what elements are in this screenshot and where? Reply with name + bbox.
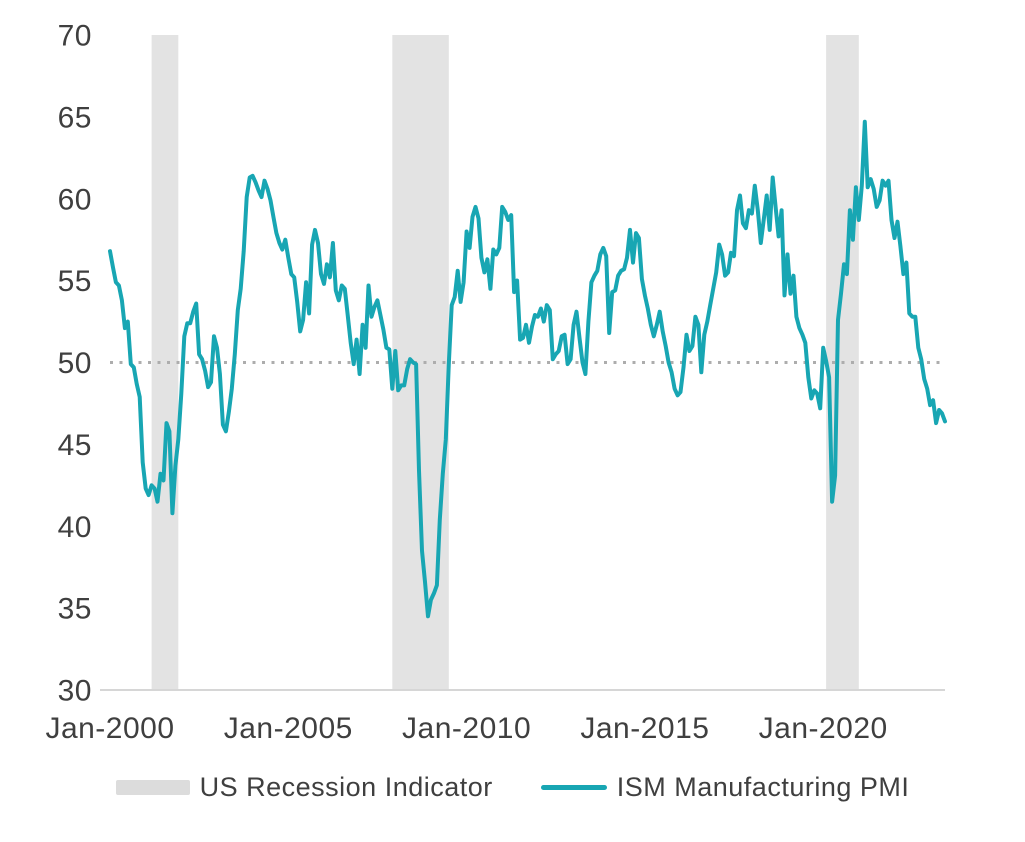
y-axis-tick-label: 50 bbox=[58, 347, 92, 380]
recession-band bbox=[151, 35, 179, 690]
y-axis-tick-label: 30 bbox=[58, 675, 92, 708]
y-axis-tick-label: 45 bbox=[58, 429, 92, 462]
recession-legend-label: US Recession Indicator bbox=[199, 772, 493, 802]
x-axis-tick-label: Jan-2010 bbox=[402, 712, 531, 745]
x-axis-tick-label: Jan-2000 bbox=[45, 712, 174, 745]
legend-item-pmi: ISM Manufacturing PMI bbox=[540, 772, 910, 803]
pmi-chart-canvas: 70 65 60 55 50 45 40 35 30 Jan-2000 Jan-2005 Jan-20… bbox=[45, 20, 947, 745]
x-axis-tick-label: Jan-2015 bbox=[580, 712, 709, 745]
y-axis-tick-label: 70 bbox=[58, 20, 92, 53]
pmi-line bbox=[108, 119, 947, 619]
x-axis-tick-label: Jan-2005 bbox=[224, 712, 353, 745]
y-axis-tick-label: 55 bbox=[58, 265, 92, 298]
chart-legend: US Recession Indicator ISM Manufacturing… bbox=[0, 772, 1025, 803]
pmi-line-swatch bbox=[540, 785, 607, 790]
recession-band bbox=[392, 35, 449, 690]
y-axis-tick-label: 65 bbox=[58, 101, 92, 134]
recession-band-swatch bbox=[115, 780, 190, 795]
x-axis-tick-label: Jan-2020 bbox=[759, 712, 888, 745]
y-axis-tick-label: 35 bbox=[58, 593, 92, 626]
pmi-legend-label: ISM Manufacturing PMI bbox=[616, 772, 910, 802]
y-axis-tick-label: 40 bbox=[58, 511, 92, 544]
legend-item-recession: US Recession Indicator bbox=[115, 772, 493, 803]
y-axis-tick-label: 60 bbox=[58, 183, 92, 216]
